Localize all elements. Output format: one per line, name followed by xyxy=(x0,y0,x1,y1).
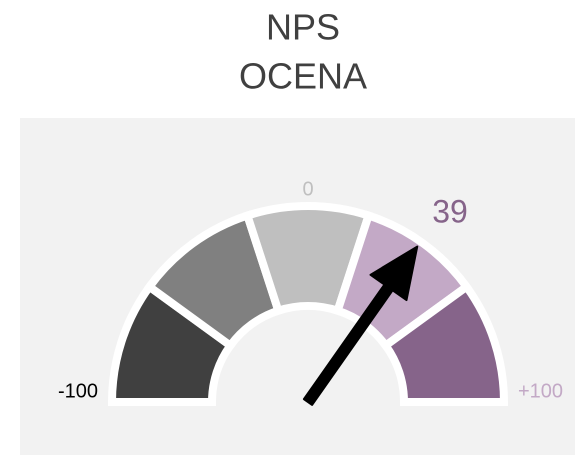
tick-label: -100 xyxy=(58,380,98,402)
value-label: 39 xyxy=(432,193,468,229)
needle xyxy=(302,245,419,406)
tick-label: 0 xyxy=(302,178,313,200)
chart-title: OCENA xyxy=(239,56,367,97)
gauge-band xyxy=(380,281,509,406)
chart-title: NPS xyxy=(266,7,340,48)
tick-label: +100 xyxy=(518,380,563,402)
